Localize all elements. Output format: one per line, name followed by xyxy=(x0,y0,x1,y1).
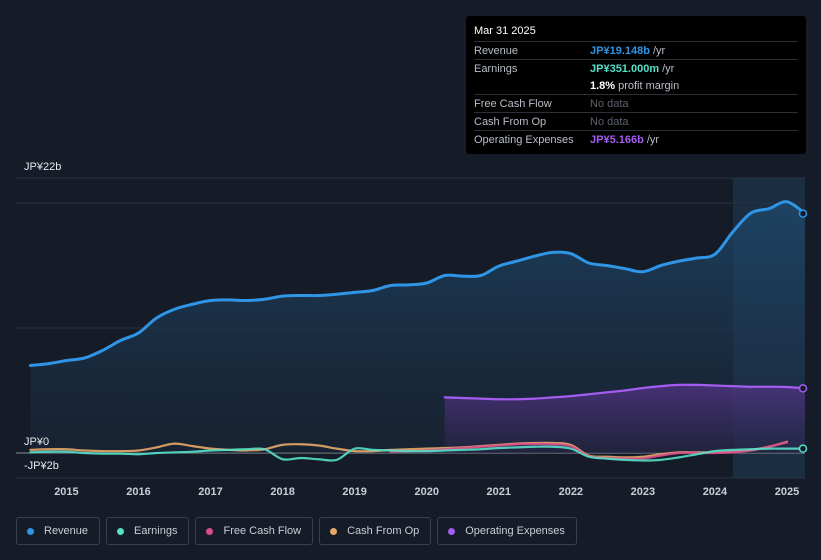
operating-expenses-line xyxy=(443,383,807,401)
tooltip-row-revenue: Revenue JP¥19.148b /yr xyxy=(474,41,798,59)
legend-dot-icon xyxy=(206,527,214,535)
tooltip-unit: profit margin xyxy=(618,79,680,92)
x-axis-label: 2020 xyxy=(414,486,438,498)
earnings-endpoint xyxy=(798,444,808,453)
legend-label: Cash From Op xyxy=(347,525,420,537)
x-axis-label: 2023 xyxy=(631,486,655,498)
x-axis-label: 2017 xyxy=(198,486,222,498)
legend-item-earnings[interactable]: Earnings xyxy=(106,517,190,545)
legend-label: Earnings xyxy=(134,525,178,537)
x-axis-label: 2015 xyxy=(54,486,78,498)
legend-dot-icon xyxy=(27,527,34,535)
legend-dot-icon xyxy=(448,527,456,535)
tooltip-label: Operating Expenses xyxy=(474,133,574,146)
cash-from-op-line xyxy=(29,440,789,459)
tooltip-unit: /yr xyxy=(652,44,666,57)
x-axis-label: 2022 xyxy=(559,486,583,498)
tooltip: Mar 31 2025 Revenue JP¥19.148b /yr Earni… xyxy=(466,16,806,154)
legend: Revenue Earnings Free Cash Flow Cash Fro… xyxy=(16,517,577,545)
tooltip-label: Cash From Op xyxy=(474,115,547,128)
legend-item-operating-expenses[interactable]: Operating Expenses xyxy=(437,517,577,545)
revenue-area xyxy=(30,201,806,453)
tooltip-value: 1.8% xyxy=(590,79,616,92)
x-axis-label: 2016 xyxy=(126,486,150,498)
earnings-line xyxy=(29,445,807,462)
legend-item-revenue[interactable]: Revenue xyxy=(16,517,101,545)
tooltip-row-cfo: Cash From Op No data xyxy=(474,112,798,130)
y-axis-label: JP¥0 xyxy=(24,436,49,448)
legend-label: Revenue xyxy=(44,525,89,537)
legend-label: Free Cash Flow xyxy=(223,525,302,537)
tooltip-row-earnings: Earnings JP¥351.000m /yr xyxy=(474,59,798,77)
operating-expenses-endpoint xyxy=(798,384,808,393)
legend-label: Operating Expenses xyxy=(465,525,565,537)
x-axis-label: 2024 xyxy=(703,486,728,498)
legend-item-free-cash-flow[interactable]: Free Cash Flow xyxy=(195,517,314,545)
legend-dot-icon xyxy=(117,527,125,535)
x-axis-label: 2025 xyxy=(775,486,799,498)
tooltip-unit: /yr xyxy=(662,62,675,75)
tooltip-date: Mar 31 2025 xyxy=(474,25,536,37)
tooltip-label: Free Cash Flow xyxy=(474,97,552,110)
tooltip-value: JP¥5.166b xyxy=(590,133,644,146)
tooltip-nodata: No data xyxy=(590,97,629,110)
revenue-endpoint xyxy=(798,209,808,218)
x-axis-label: 2018 xyxy=(270,486,294,498)
x-axis-label: 2021 xyxy=(487,486,511,498)
revenue-line xyxy=(28,200,807,367)
y-axis-label: JP¥22b xyxy=(24,161,61,173)
tooltip-row-margin: 1.8% profit margin xyxy=(474,77,798,94)
tooltip-unit: /yr xyxy=(646,133,660,146)
tooltip-value: JP¥351.000m xyxy=(590,62,660,75)
operating-expenses-area xyxy=(444,384,805,453)
y-axis-label: -JP¥2b xyxy=(24,460,59,472)
tooltip-label: Revenue xyxy=(474,44,519,57)
legend-item-cash-from-op[interactable]: Cash From Op xyxy=(319,517,432,545)
legend-dot-icon xyxy=(330,527,338,535)
tooltip-nodata: No data xyxy=(590,115,629,128)
tooltip-value: JP¥19.148b xyxy=(590,44,650,57)
tooltip-row-opex: Operating Expenses JP¥5.166b /yr xyxy=(474,130,798,148)
x-axis-label: 2019 xyxy=(342,486,366,498)
tooltip-label: Earnings xyxy=(474,62,518,75)
tooltip-row-fcf: Free Cash Flow No data xyxy=(474,94,798,112)
